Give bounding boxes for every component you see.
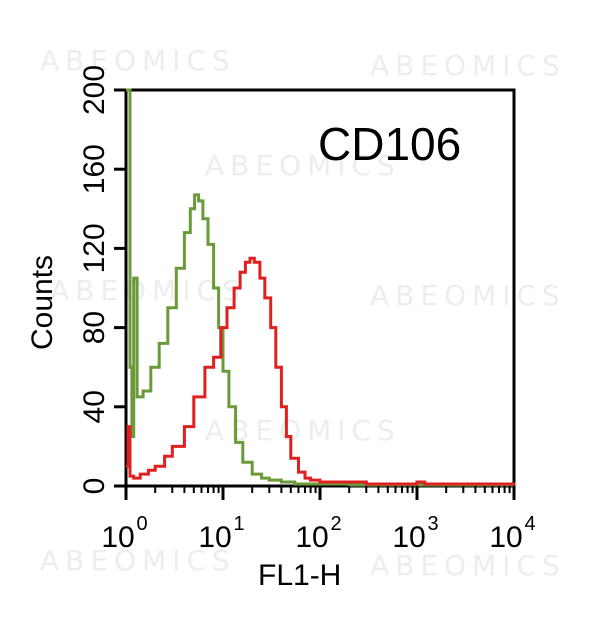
y-axis: 0 40 80 120 160 200 — [78, 65, 126, 494]
x-tick-label: 10 — [198, 521, 231, 554]
x-tick-exponent: 3 — [427, 513, 438, 535]
y-tick-label: 200 — [78, 65, 111, 115]
series-line-2 — [126, 256, 516, 486]
series-layer — [126, 88, 516, 487]
watermark-text: ABEOMICS — [370, 49, 566, 82]
watermark-text: ABEOMICS — [40, 44, 236, 77]
watermark-text: ABEOMICS — [40, 544, 236, 577]
chart-title: CD106 — [318, 118, 461, 170]
watermark-text: ABEOMICS — [370, 549, 566, 582]
x-tick-label: 10 — [101, 521, 134, 554]
watermark-text: ABEOMICS — [370, 279, 566, 312]
x-tick-exponent: 0 — [136, 513, 147, 535]
x-tick-label: 10 — [489, 521, 522, 554]
series-line-1 — [126, 88, 514, 487]
y-tick-label: 80 — [78, 311, 111, 344]
x-tick-label: 10 — [392, 521, 425, 554]
x-axis: 10 0 10 1 10 2 10 3 10 4 — [101, 486, 536, 554]
y-tick-label: 120 — [78, 223, 111, 273]
y-tick-label: 40 — [78, 390, 111, 423]
x-tick-exponent: 2 — [330, 513, 341, 535]
y-axis-title: Counts — [26, 255, 59, 350]
y-tick-label: 160 — [78, 144, 111, 194]
x-tick-exponent: 4 — [524, 513, 535, 535]
x-tick-exponent: 1 — [233, 513, 244, 535]
watermark-text: ABEOMICS — [205, 149, 401, 182]
x-tick-label: 10 — [295, 521, 328, 554]
x-axis-title: FL1-H — [258, 559, 341, 592]
watermark-layer: ABEOMICS ABEOMICS ABEOMICS ABEOMICS ABEOMICS… — [40, 44, 566, 582]
y-tick-label: 0 — [78, 478, 111, 495]
watermark-text: ABEOMICS — [50, 274, 246, 307]
